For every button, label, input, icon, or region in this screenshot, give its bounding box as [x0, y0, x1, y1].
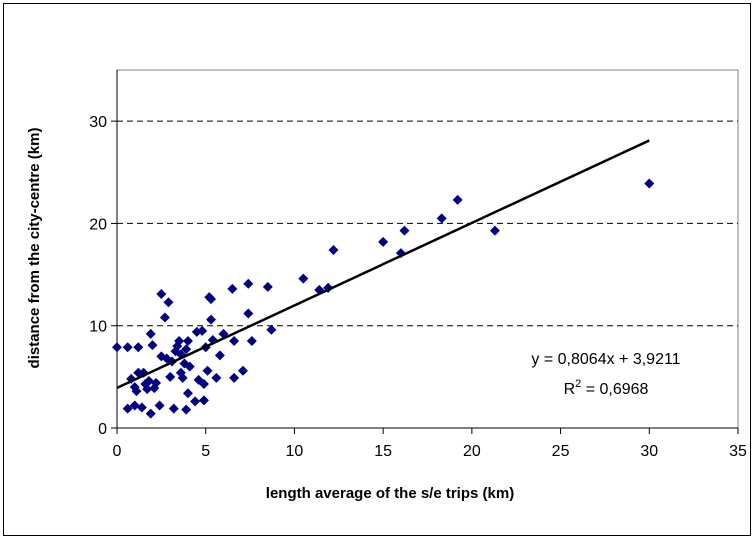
data-point: [237, 365, 248, 376]
data-point: [227, 283, 238, 294]
data-point: [436, 213, 447, 224]
data-point: [328, 245, 339, 256]
x-tick-label: 15: [374, 443, 392, 460]
r-squared-label: R2 = 0,6968: [564, 378, 649, 398]
data-point: [154, 400, 165, 411]
data-point: [181, 404, 192, 415]
data-point: [184, 361, 195, 372]
data-point: [145, 328, 156, 339]
data-point: [142, 384, 153, 395]
x-tick-label: 25: [552, 443, 570, 460]
data-point: [211, 372, 222, 383]
data-point: [147, 340, 158, 351]
trendline: [116, 139, 650, 390]
data-point: [197, 325, 208, 336]
data-point: [163, 297, 174, 308]
trendline-equation: y = 0,8064x + 3,9211: [531, 351, 680, 368]
data-point: [229, 372, 240, 383]
data-point: [190, 396, 201, 407]
y-axis-title: distance from the city-centre (km): [26, 128, 43, 369]
y-axis-ticks: 0 10 20 30: [89, 70, 118, 438]
data-point: [174, 336, 185, 347]
data-point: [489, 225, 500, 236]
x-tick-label: 0: [113, 443, 122, 460]
data-point: [181, 344, 192, 355]
data-point: [229, 336, 240, 347]
data-point: [206, 294, 217, 305]
y-tick-label: 10: [89, 319, 107, 336]
r2-value: = 0,6968: [581, 381, 648, 398]
data-point: [143, 375, 154, 386]
x-tick-label: 20: [463, 443, 481, 460]
y-tick-label: 20: [89, 216, 107, 233]
data-point: [122, 342, 133, 353]
data-point: [112, 342, 122, 353]
data-point: [165, 371, 176, 382]
data-point: [198, 379, 209, 390]
data-point: [198, 395, 209, 406]
data-point: [246, 336, 257, 347]
y-tick-label: 30: [89, 114, 107, 131]
data-point: [156, 289, 167, 300]
data-point: [399, 225, 410, 236]
x-axis-title: length average of the s/e trips (km): [266, 485, 514, 502]
x-axis-ticks: 0 5 10 15 20 25 30 35: [113, 427, 747, 460]
data-point: [129, 400, 140, 411]
r2-superscript: 2: [575, 378, 581, 390]
data-point: [206, 314, 217, 325]
data-point: [133, 342, 144, 353]
x-tick-label: 35: [729, 443, 747, 460]
x-tick-label: 10: [286, 443, 304, 460]
data-point: [243, 308, 254, 319]
data-point: [133, 367, 144, 378]
data-point: [168, 403, 179, 414]
data-point: [131, 386, 142, 397]
data-point: [122, 403, 133, 414]
data-point: [243, 278, 254, 289]
data-point: [151, 377, 162, 388]
data-point: [644, 178, 655, 189]
data-point: [262, 281, 273, 292]
data-point: [266, 324, 277, 335]
data-point: [202, 365, 213, 376]
data-point: [136, 402, 147, 413]
data-point: [145, 408, 156, 419]
plot-area: [116, 69, 739, 429]
data-point: [298, 273, 309, 284]
data-point: [378, 236, 389, 247]
gridlines: [117, 120, 738, 327]
data-point: [177, 372, 188, 383]
r2-prefix: R: [564, 381, 576, 398]
x-tick-label: 5: [201, 443, 210, 460]
data-point: [452, 194, 463, 205]
data-point: [214, 350, 225, 361]
data-point: [159, 312, 170, 323]
x-tick-label: 30: [640, 443, 658, 460]
data-point: [182, 336, 193, 347]
y-tick-label: 0: [98, 421, 107, 438]
data-points: [112, 178, 655, 419]
data-point: [182, 388, 193, 399]
